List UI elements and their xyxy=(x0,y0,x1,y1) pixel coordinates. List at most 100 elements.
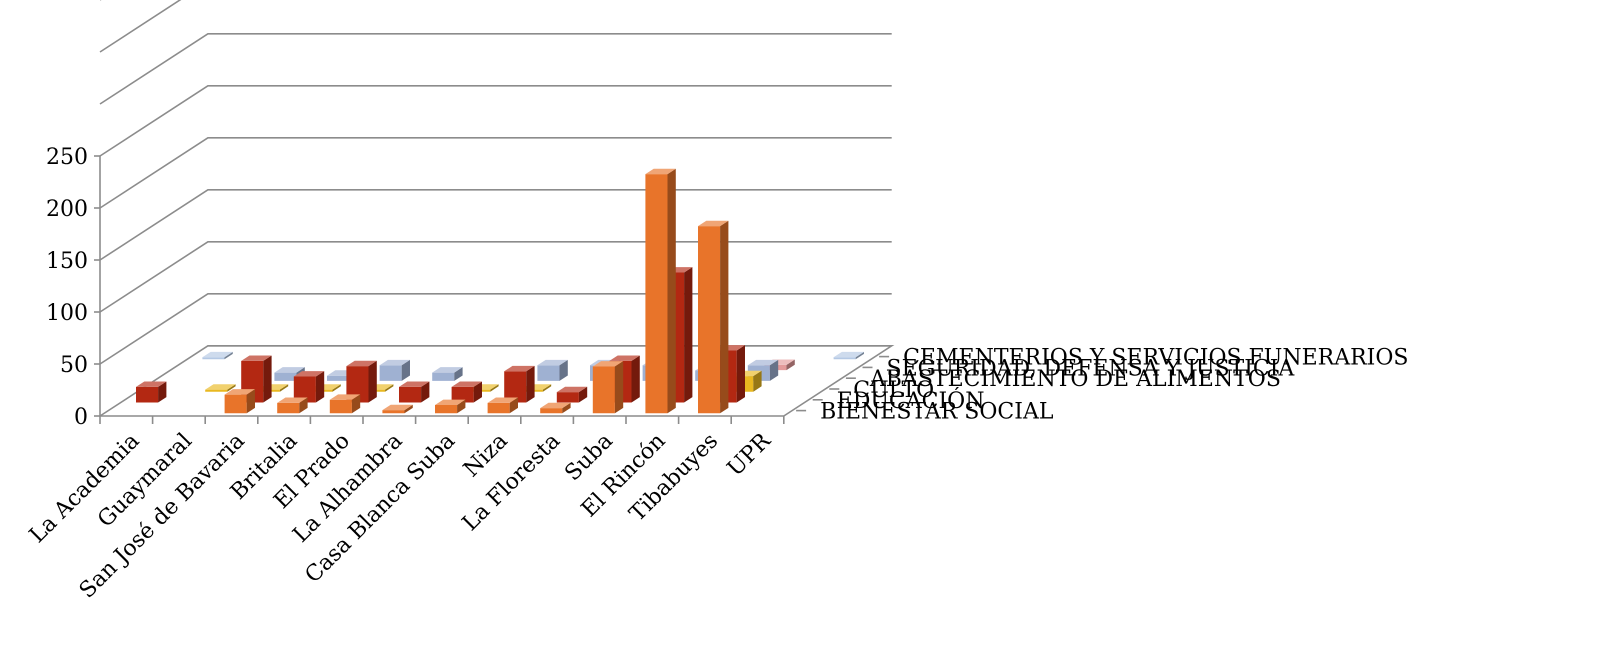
bar xyxy=(224,389,255,414)
bar-side-face xyxy=(526,365,535,403)
bar xyxy=(202,351,233,360)
bar-side-face xyxy=(562,402,571,414)
gridline xyxy=(99,0,182,53)
bar-front-face xyxy=(224,394,247,414)
bar-top-face xyxy=(556,386,588,393)
bar-top-face xyxy=(136,381,167,387)
bar-side-face xyxy=(667,168,676,414)
bar-side-face xyxy=(351,394,361,414)
bar-side-face xyxy=(490,384,499,392)
bar-front-face xyxy=(537,365,560,381)
bar-front-face xyxy=(379,365,402,381)
bar-top-face xyxy=(504,365,535,372)
bar-front-face xyxy=(504,371,527,403)
bar-front-face xyxy=(277,402,300,414)
bar-side-face xyxy=(421,381,430,403)
bar xyxy=(382,404,413,414)
series-label: SEGURIDAD, DEFENSA Y JUSTICIA xyxy=(887,356,1296,381)
bar-front-face xyxy=(346,366,369,403)
bar-front-face xyxy=(698,226,721,414)
bar xyxy=(540,402,571,414)
bar xyxy=(833,351,864,360)
bar-top-face xyxy=(645,168,676,175)
gridline xyxy=(99,137,892,209)
bar-side-face xyxy=(457,399,466,414)
bar-top-face xyxy=(432,367,463,373)
bar-top-face xyxy=(346,360,377,367)
y-tick-label: 250 xyxy=(46,145,88,170)
gridlines xyxy=(94,0,895,424)
bar-side-face xyxy=(315,371,325,403)
bar-front-face xyxy=(136,386,159,403)
bar-side-face xyxy=(454,367,463,381)
bar-side-face xyxy=(401,359,410,381)
bar-top-face xyxy=(202,351,233,358)
bar-front-face xyxy=(451,386,474,403)
series-label: CEMENTERIOS Y SERVICIOS FUNERARIOS xyxy=(903,346,1408,371)
bar-side-face xyxy=(855,351,864,360)
bar-front-face xyxy=(293,376,316,403)
bar-top-face xyxy=(698,220,729,227)
bar xyxy=(435,399,466,414)
bar-top-face xyxy=(537,359,568,366)
bar-front-face xyxy=(592,366,615,414)
bar-top-face xyxy=(379,359,410,366)
bar-side-face xyxy=(509,397,518,414)
bar xyxy=(399,381,430,403)
bar xyxy=(277,397,308,414)
bar-top-face xyxy=(747,359,779,366)
bar-top-face xyxy=(592,361,624,367)
bar-front-face xyxy=(645,174,668,414)
bar-side-face xyxy=(404,404,413,414)
bar xyxy=(592,361,624,414)
bar xyxy=(698,220,729,414)
bar xyxy=(487,397,518,414)
y-tick-label: 0 xyxy=(74,405,88,430)
bar-top-face xyxy=(274,367,305,373)
bar-side-face xyxy=(332,384,341,392)
bar-front-face xyxy=(327,375,350,381)
bar xyxy=(241,355,272,403)
gridline xyxy=(99,32,892,105)
bar xyxy=(432,367,463,381)
bar-front-face xyxy=(540,408,563,414)
bar-side-face xyxy=(614,361,624,414)
bar xyxy=(136,381,167,403)
x-category-label: UPR xyxy=(723,428,777,482)
gridline xyxy=(99,241,892,313)
bar-side-face xyxy=(279,384,289,392)
bar xyxy=(329,394,361,414)
bar-side-face xyxy=(158,381,167,403)
bar-top-face xyxy=(451,381,482,387)
bar-side-face xyxy=(753,370,762,392)
bar-top-face xyxy=(329,394,361,400)
bar-front-face xyxy=(202,357,225,360)
y-tick-label: 50 xyxy=(60,353,88,378)
bar-front-face xyxy=(833,357,856,360)
series-label: CULTO xyxy=(853,378,934,403)
gridline xyxy=(99,85,892,157)
bar xyxy=(537,359,568,381)
bar-front-face xyxy=(432,372,455,381)
bar-front-face xyxy=(487,402,510,414)
bar-side-face xyxy=(473,381,482,403)
bar-side-face xyxy=(559,359,568,381)
bar-side-face xyxy=(769,359,779,381)
bar-side-face xyxy=(224,351,233,360)
bar xyxy=(645,168,676,414)
bar-top-face xyxy=(487,397,518,403)
bar-top-face xyxy=(241,355,272,361)
series-label: BIENESTAR SOCIAL xyxy=(820,400,1054,425)
bar-front-face xyxy=(382,410,405,414)
bar-top-face xyxy=(833,351,864,358)
bar-side-face xyxy=(385,384,394,392)
bar-front-face xyxy=(556,392,579,403)
bar-top-face xyxy=(277,397,308,403)
bar-side-face xyxy=(299,397,308,414)
bar-front-face xyxy=(399,386,422,403)
bar-top-face xyxy=(293,371,325,377)
bar-front-face xyxy=(329,399,352,414)
y-tick-label: 150 xyxy=(46,249,88,274)
x-category-label: La Floresta xyxy=(458,429,566,537)
